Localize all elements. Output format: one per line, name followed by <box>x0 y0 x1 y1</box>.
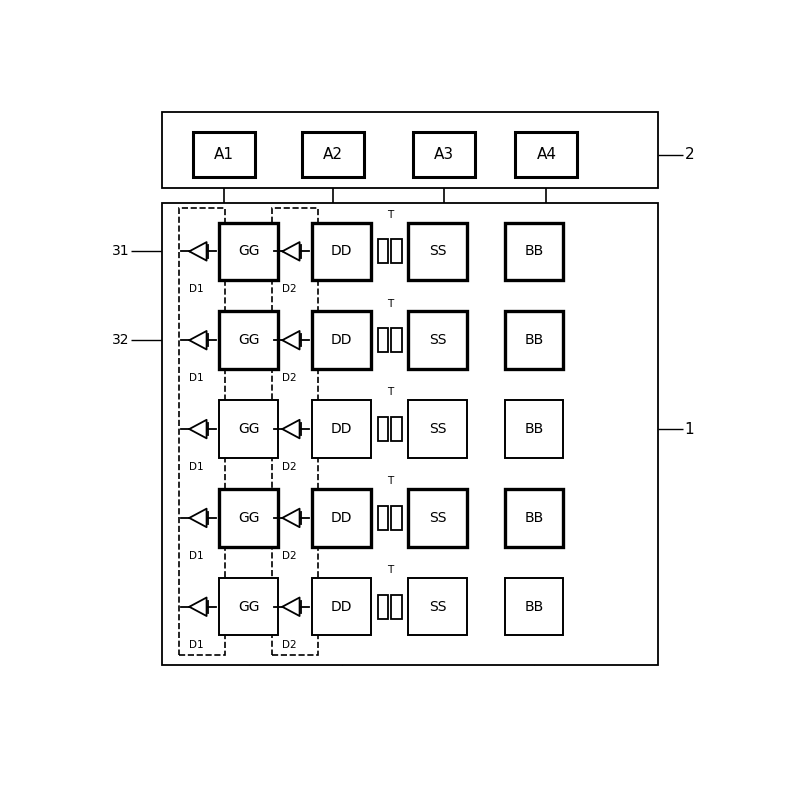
Bar <box>219 578 278 636</box>
Text: 2: 2 <box>685 147 694 162</box>
Bar <box>312 400 371 458</box>
Bar <box>219 400 278 458</box>
Text: D2: D2 <box>282 373 297 383</box>
Bar <box>505 400 563 458</box>
Bar <box>219 223 278 280</box>
Bar <box>378 595 388 619</box>
Bar <box>162 112 658 188</box>
Text: 32: 32 <box>112 333 130 347</box>
Bar <box>378 239 388 264</box>
Text: BB: BB <box>524 422 544 436</box>
Bar <box>505 578 563 636</box>
Text: DD: DD <box>331 511 353 525</box>
Text: T: T <box>386 476 393 487</box>
Bar <box>378 328 388 352</box>
Bar <box>409 400 467 458</box>
Text: A4: A4 <box>536 147 557 162</box>
Bar <box>391 239 402 264</box>
Bar <box>515 132 578 177</box>
Text: D2: D2 <box>282 284 297 294</box>
Text: SS: SS <box>429 511 446 525</box>
Bar <box>272 208 318 655</box>
Bar <box>378 506 388 530</box>
Text: T: T <box>386 565 393 575</box>
Text: BB: BB <box>524 333 544 347</box>
Bar <box>505 223 563 280</box>
Text: GG: GG <box>238 422 259 436</box>
Text: 1: 1 <box>685 422 694 436</box>
Bar <box>219 489 278 546</box>
Text: D2: D2 <box>282 551 297 560</box>
Bar <box>162 203 658 666</box>
Text: T: T <box>386 388 393 397</box>
Text: D2: D2 <box>282 640 297 649</box>
Text: GG: GG <box>238 333 259 347</box>
Bar <box>219 312 278 369</box>
Bar <box>193 132 255 177</box>
Text: SS: SS <box>429 422 446 436</box>
Text: D1: D1 <box>190 462 204 472</box>
Bar <box>413 132 475 177</box>
Text: D1: D1 <box>190 284 204 294</box>
Bar <box>391 328 402 352</box>
Text: DD: DD <box>331 600 353 614</box>
Bar <box>409 489 467 546</box>
Bar <box>391 506 402 530</box>
Text: T: T <box>386 210 393 220</box>
Text: DD: DD <box>331 333 353 347</box>
Bar <box>312 312 371 369</box>
Text: BB: BB <box>524 244 544 258</box>
Bar <box>391 595 402 619</box>
Bar <box>312 489 371 546</box>
Bar <box>391 417 402 441</box>
Text: 31: 31 <box>112 244 130 258</box>
Text: GG: GG <box>238 600 259 614</box>
Bar <box>312 578 371 636</box>
Text: D1: D1 <box>190 551 204 560</box>
Bar <box>302 132 363 177</box>
Text: SS: SS <box>429 244 446 258</box>
Text: BB: BB <box>524 511 544 525</box>
Bar <box>409 312 467 369</box>
Bar <box>179 208 226 655</box>
Bar <box>409 578 467 636</box>
Text: D1: D1 <box>190 373 204 383</box>
Text: BB: BB <box>524 600 544 614</box>
Text: A3: A3 <box>434 147 454 162</box>
Text: DD: DD <box>331 244 353 258</box>
Text: GG: GG <box>238 511 259 525</box>
Text: GG: GG <box>238 244 259 258</box>
Text: T: T <box>386 298 393 309</box>
Text: DD: DD <box>331 422 353 436</box>
Text: SS: SS <box>429 333 446 347</box>
Bar <box>312 223 371 280</box>
Bar <box>505 312 563 369</box>
Text: SS: SS <box>429 600 446 614</box>
Text: D1: D1 <box>190 640 204 649</box>
Text: A1: A1 <box>214 147 234 162</box>
Bar <box>505 489 563 546</box>
Bar <box>409 223 467 280</box>
Bar <box>378 417 388 441</box>
Text: A2: A2 <box>322 147 342 162</box>
Text: D2: D2 <box>282 462 297 472</box>
